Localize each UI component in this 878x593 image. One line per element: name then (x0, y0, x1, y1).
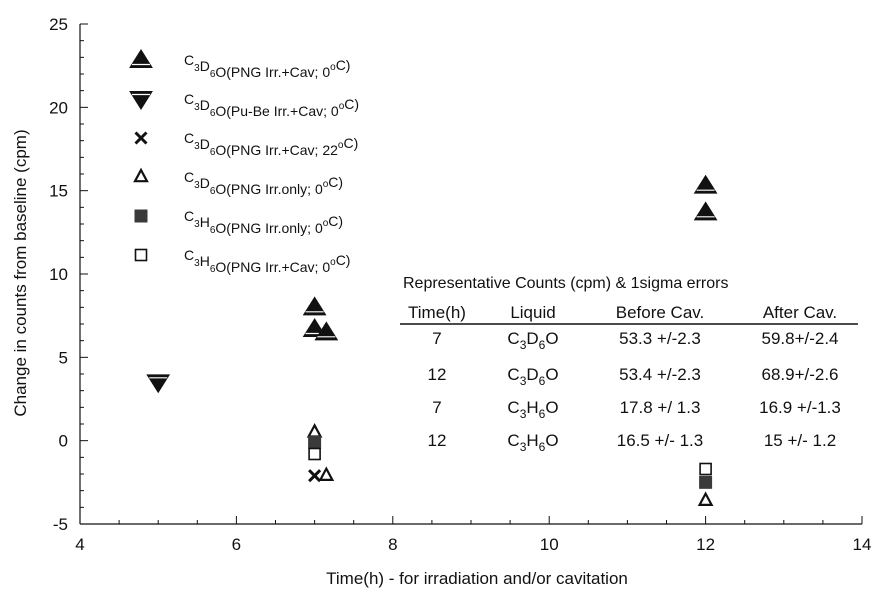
table-cell-before: 53.4 +/-2.3 (619, 365, 701, 384)
table-cell-before: 16.5 +/- 1.3 (617, 431, 703, 450)
table-cell-after: 59.8+/-2.4 (761, 329, 838, 348)
legend-label-6: C3H6O(PNG Irr.+Cav; 0oC) (184, 247, 350, 275)
table-cell-after: 68.9+/-2.6 (761, 365, 838, 384)
data-point-series-1 (693, 174, 718, 194)
x-tick-label: 10 (540, 535, 559, 554)
y-tick-label: 10 (49, 265, 68, 284)
y-tick-label: 0 (59, 432, 68, 451)
table-cell-time: 7 (432, 398, 441, 417)
legend-marker-2 (129, 91, 153, 110)
legend-label-4: C3D6O(PNG Irr.only; 0oC) (184, 169, 343, 197)
table-header-3: Before Cav. (616, 303, 705, 322)
legend-marker-4 (133, 167, 149, 183)
data-point-series-4 (306, 423, 323, 438)
table-cell-liquid: C3D6O (507, 329, 558, 352)
x-tick-label: 4 (75, 535, 84, 554)
legend: C3D6O(PNG Irr.+Cav; 0oC) C3D6O(Pu-Be Irr.… (129, 49, 359, 275)
x-tick-label: 8 (388, 535, 397, 554)
legend-marker-5 (134, 209, 148, 223)
inset-table: Representative Counts (cpm) & 1sigma err… (400, 275, 858, 454)
table-header-4: After Cav. (763, 303, 837, 322)
x-tick-label: 14 (853, 535, 872, 554)
data-point-series-5 (308, 435, 322, 449)
legend-label-5: C3H6O(PNG Irr.only; 0oC) (184, 208, 343, 236)
x-tick-label: 12 (696, 535, 715, 554)
table-cell-before: 53.3 +/-2.3 (619, 329, 701, 348)
legend-label-3: C3D6O(PNG Irr.+Cav; 22oC) (184, 130, 358, 158)
table-cell-before: 17.8 +/ 1.3 (620, 398, 701, 417)
legend-marker-1 (129, 49, 153, 68)
legend-marker-3 (134, 131, 148, 145)
data-point-series-6 (308, 447, 321, 461)
data-point-series-1 (693, 201, 718, 221)
table-cell-time: 7 (432, 329, 441, 348)
data-point-series-4 (697, 491, 714, 506)
data-point-series-3 (308, 469, 322, 483)
x-axis-label: Time(h) - for irradiation and/or cavitat… (326, 569, 628, 588)
table-title: Representative Counts (cpm) & 1sigma err… (403, 275, 728, 292)
y-tick-label: 25 (49, 15, 68, 34)
data-point-series-6 (699, 462, 712, 476)
table-cell-time: 12 (428, 365, 447, 384)
table-cell-time: 12 (428, 431, 447, 450)
table-header-1: Time(h) (408, 303, 466, 322)
y-tick-label: 5 (59, 348, 68, 367)
data-point-series-4 (318, 466, 335, 481)
axes (79, 24, 862, 525)
data-point-series-1 (314, 321, 339, 341)
legend-label-2: C3D6O(Pu-Be Irr.+Cav; 0oC) (184, 91, 359, 119)
data-point-series-1 (302, 296, 327, 316)
legend-label-1: C3D6O(PNG Irr.+Cav; 0oC) (184, 52, 350, 80)
table-cell-liquid: C3D6O (507, 365, 558, 388)
y-tick-label: 15 (49, 182, 68, 201)
data-point-series-5 (699, 475, 713, 489)
y-axis-label: Change in counts from baseline (cpm) (11, 129, 30, 416)
table-cell-liquid: C3H6O (507, 431, 558, 454)
table-cell-after: 16.9 +/-1.3 (759, 398, 841, 417)
data-points (146, 174, 718, 506)
x-tick-label: 6 (232, 535, 241, 554)
table-cell-liquid: C3H6O (507, 398, 558, 421)
y-tick-label: -5 (53, 515, 68, 534)
legend-marker-6 (134, 248, 148, 262)
data-point-series-2 (146, 374, 171, 394)
table-header-2: Liquid (510, 303, 555, 322)
table-cell-after: 15 +/- 1.2 (764, 431, 836, 450)
y-tick-label: 20 (49, 98, 68, 117)
axis-ticks: 4 6 8 10 12 14 -5 0 5 10 15 20 25 (49, 15, 871, 554)
